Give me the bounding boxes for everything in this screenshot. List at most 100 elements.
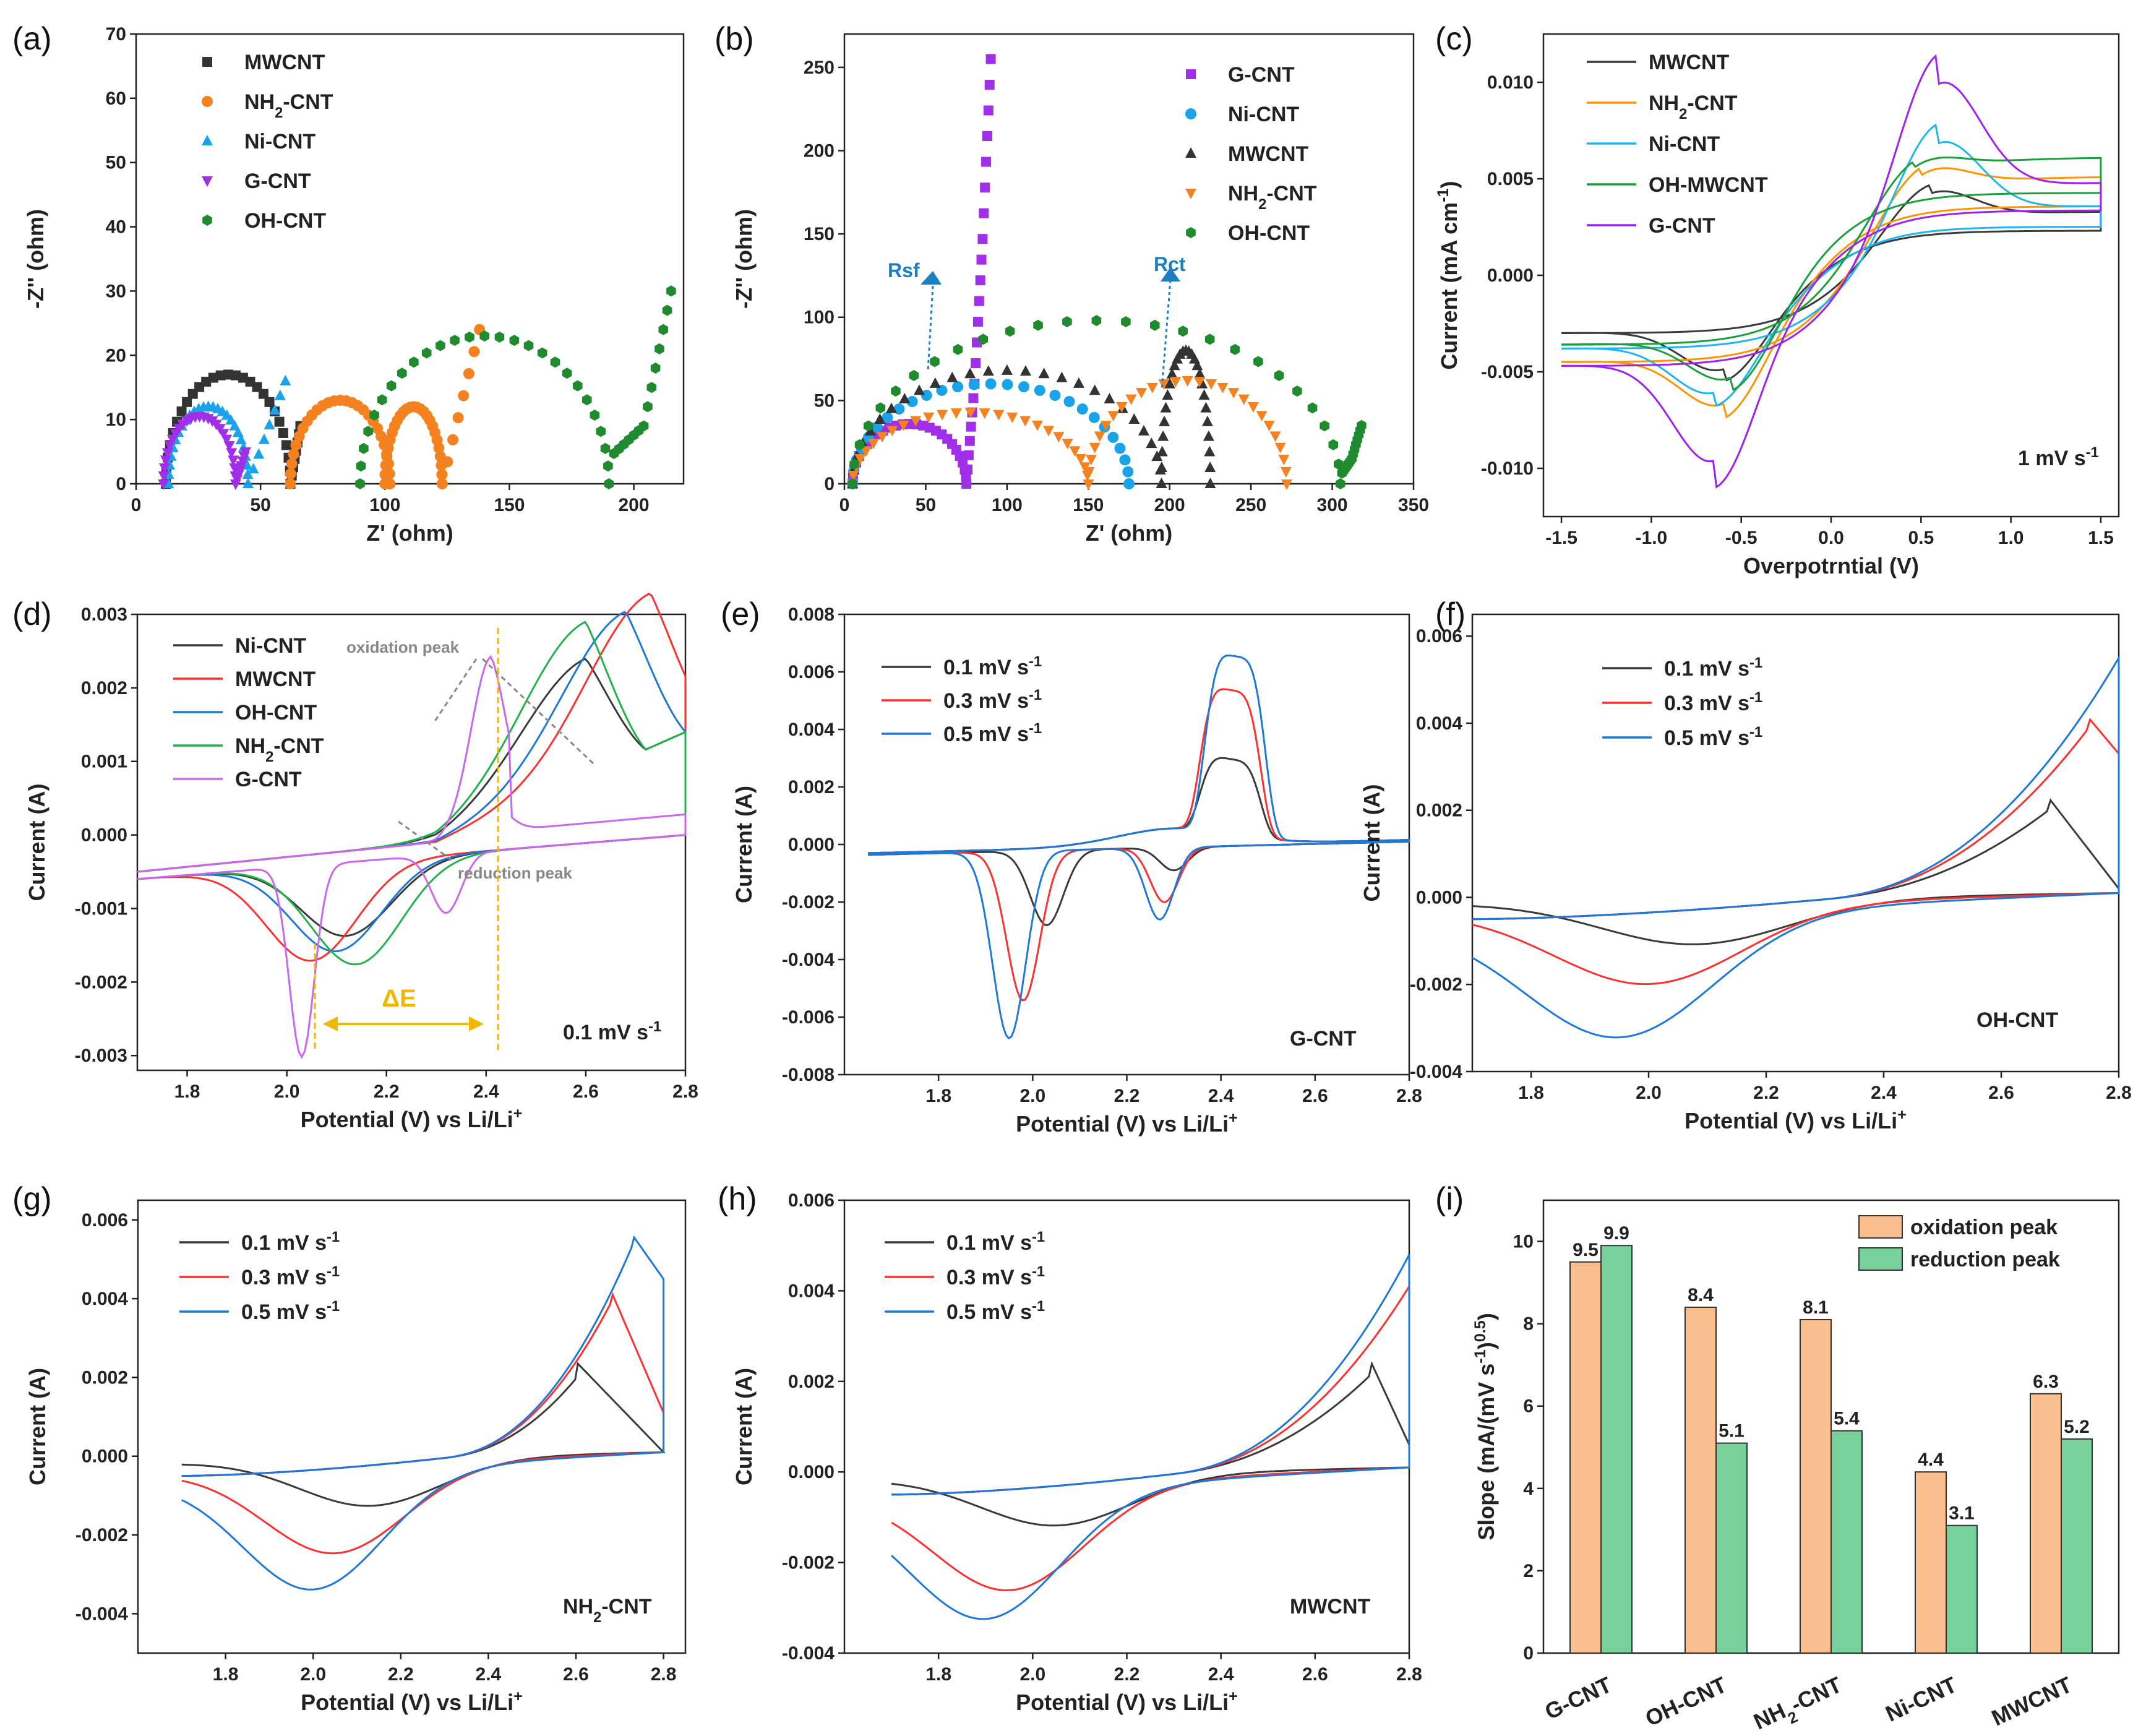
data-point: [1069, 446, 1081, 457]
y-tick-label: 0.000: [82, 1446, 128, 1467]
legend-item: MWCNT: [202, 51, 325, 74]
x-axis-label: Potential (V) vs Li/Li+: [301, 1688, 523, 1715]
data-point: [1186, 227, 1196, 238]
x-tick-label: 1.8: [925, 1664, 951, 1685]
panel-c: (c) -1.5 -1.0 -0.5 0.0 0.5 1.0 1.5 -0.010 -0.005 0…: [1435, 21, 2120, 578]
data-point: [946, 371, 958, 382]
x-tick-label: 2.0: [274, 1081, 300, 1102]
x-axis-label: Potential (V) vs Li/Li+: [301, 1105, 523, 1132]
legend-item: G-CNT: [1587, 214, 1715, 238]
y-tick-label: -0.004: [782, 950, 835, 970]
x-category-label: OH-CNT: [1641, 1672, 1730, 1731]
data-point: [966, 421, 976, 432]
data-point: [1185, 189, 1196, 199]
data-point: [1138, 424, 1149, 436]
y-axis-label: Current (A): [731, 1368, 757, 1485]
bar-oxidation: [1685, 1307, 1717, 1654]
x-tick-label: 2.6: [563, 1664, 589, 1685]
legend-label: OH-CNT: [235, 701, 317, 724]
legend-item: oxidation peak: [1858, 1215, 2058, 1239]
data-point: [937, 410, 948, 421]
panel-a: (a) 0 50 100 150 200 0 10 20 30 40 50 60 70 Z' (ohm) -Z…: [12, 21, 685, 546]
data-point: [1247, 402, 1259, 413]
data-point: [1091, 315, 1102, 327]
data-point: [286, 458, 298, 470]
y-axis-label: Current (A): [731, 786, 757, 903]
data-point: [278, 428, 288, 438]
data-point: [981, 157, 992, 167]
data-point: [376, 431, 387, 442]
data-point: [1073, 377, 1084, 388]
data-point: [381, 450, 393, 462]
series-0.3 mV s-1: [1472, 718, 2120, 986]
data-point: [582, 394, 592, 406]
legend-item: Ni-CNT: [173, 634, 306, 658]
data-point: [1083, 479, 1094, 490]
axes-frame: [135, 33, 685, 485]
x-tick-label: -0.5: [1725, 528, 1757, 548]
data-point: [226, 448, 238, 459]
cv-curve: [1561, 123, 2102, 407]
legend-item: MWCNT: [1185, 142, 1309, 166]
panel-f: (f) 1.8 2.0 2.2 2.4 2.6 2.8 -0.004 -0.002 0.000 0.…: [1359, 596, 2132, 1133]
data-point: [654, 343, 664, 355]
data-point: [914, 384, 925, 395]
delta-e-arrowhead-right: [469, 1016, 484, 1031]
legend-item: OH-CNT: [173, 701, 317, 724]
data-point: [977, 234, 988, 244]
delta-e-label: ΔE: [382, 985, 416, 1012]
data-point: [886, 426, 898, 437]
panel-label: (g): [12, 1181, 52, 1217]
data-point: [666, 285, 676, 297]
x-axis-label: Z' (ohm): [1086, 520, 1173, 546]
y-tick-label: 70: [106, 24, 126, 45]
reduction-peak-label: reduction peak: [458, 864, 572, 882]
series-OH-MWCNT: [1561, 157, 2102, 392]
legend-label: 0.5 mV s-1: [943, 720, 1042, 747]
cv-curve: [1561, 54, 2102, 489]
series-G-CNT: [158, 411, 251, 490]
data-point: [452, 412, 464, 424]
bar-reduction: [1830, 1430, 1863, 1654]
legend-label: NH2-CNT: [235, 734, 324, 765]
data-point: [600, 442, 611, 454]
bar-value-label: 9.5: [1573, 1240, 1599, 1260]
data-point: [1116, 402, 1128, 413]
y-tick-label: 0.001: [81, 752, 127, 772]
data-point: [1185, 108, 1196, 119]
y-tick-label: 0.000: [788, 1462, 835, 1482]
data-point: [1119, 454, 1131, 466]
data-point: [964, 367, 976, 379]
legend-item: Ni-CNT: [1587, 132, 1720, 156]
series-0.1 mV s-1: [181, 1362, 666, 1507]
data-point: [604, 478, 614, 489]
legend-item: Ni-CNT: [1185, 103, 1299, 126]
data-point: [380, 460, 392, 471]
data-point: [906, 396, 918, 408]
legend-item: 0.3 mV s-1: [1602, 689, 1762, 715]
legend-item: NH2-CNT: [1185, 182, 1317, 213]
data-point: [971, 358, 981, 368]
x-tick-label: 50: [916, 495, 936, 515]
legend-label: NH2-CNT: [1649, 92, 1738, 122]
data-point: [1063, 396, 1075, 408]
data-point: [253, 448, 265, 459]
y-tick-label: -0.004: [1410, 1062, 1462, 1082]
legend-label: 0.5 mV s-1: [946, 1298, 1045, 1325]
data-point: [1256, 411, 1268, 422]
legend-item: G-CNT: [1186, 63, 1295, 87]
data-point: [223, 369, 233, 380]
data-point: [1094, 431, 1105, 442]
data-point: [274, 416, 285, 427]
data-point: [386, 380, 397, 392]
x-tick-label: -1.5: [1545, 528, 1577, 548]
data-point: [643, 401, 653, 413]
x-tick-label: 2.4: [1208, 1664, 1234, 1685]
series-NH2-CNT: [1561, 167, 2102, 419]
data-point: [1076, 403, 1088, 415]
data-point: [369, 409, 379, 421]
data-point: [1169, 359, 1180, 371]
panel-e: (e) 1.8 2.0 2.2 2.4 2.6 2.8 -0.008 -0.006 -0.004 -…: [721, 596, 1422, 1137]
data-point: [860, 446, 872, 457]
data-point: [885, 402, 897, 413]
